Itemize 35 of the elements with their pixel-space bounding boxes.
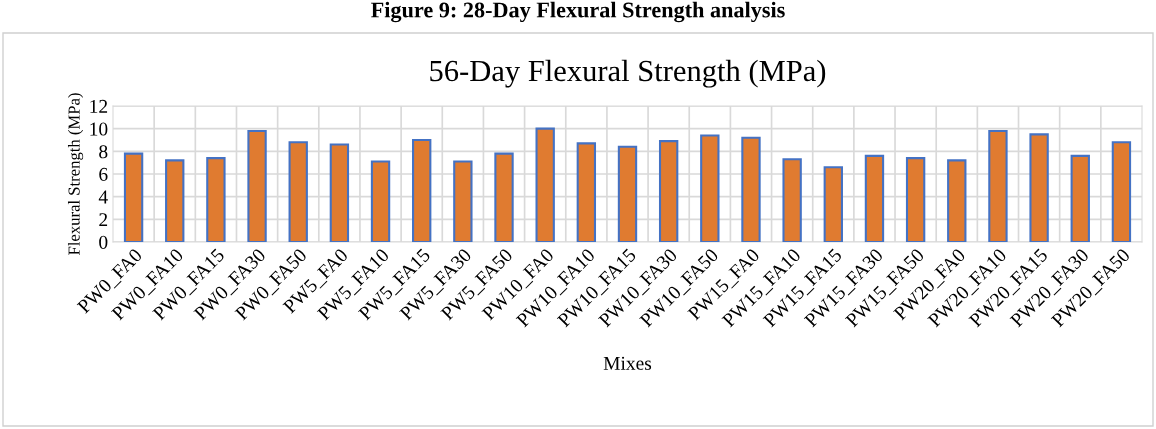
bar [988, 129, 1008, 242]
bar [782, 158, 802, 242]
bar [864, 154, 885, 242]
y-tick-label: 2 [99, 213, 108, 227]
bar [370, 160, 391, 242]
bar [1111, 141, 1132, 242]
bar [453, 160, 473, 242]
bar [288, 141, 308, 242]
caption: Figure 9: 28-Day Flexural Strength analysis [371, 1, 785, 23]
bar [412, 138, 432, 242]
bar [1029, 133, 1049, 242]
bar [494, 152, 514, 242]
bar [1070, 154, 1090, 242]
bar [576, 142, 597, 242]
x-axis-title: Mixes [603, 356, 652, 370]
bar [247, 129, 267, 242]
y-tick-label: 4 [98, 190, 108, 204]
bar [905, 157, 926, 242]
bar [535, 127, 555, 242]
y-tick-label: 6 [99, 167, 108, 181]
bar [823, 166, 843, 242]
bar [617, 145, 638, 242]
y-tick-label: 0 [99, 235, 108, 249]
bar [947, 159, 967, 242]
bar [123, 152, 144, 242]
y-tick-label: 8 [99, 145, 108, 159]
bar [700, 134, 720, 242]
bar [658, 140, 679, 242]
bar [741, 136, 761, 242]
chart-title: 56-Day Flexural Strength (MPa) [430, 59, 826, 88]
bar [329, 143, 350, 242]
bar [165, 159, 185, 242]
y-tick-label: 10 [90, 122, 108, 136]
y-tick-label: 12 [90, 99, 108, 113]
bar [206, 157, 226, 242]
